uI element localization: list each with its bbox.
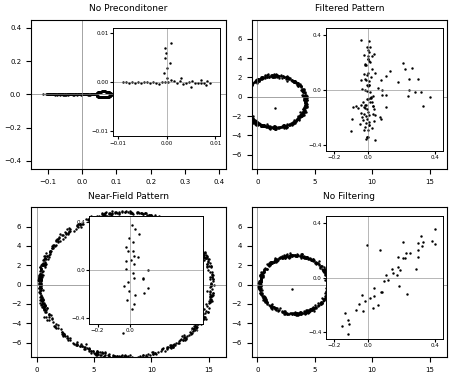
Title: No Preconditoner: No Preconditoner: [89, 4, 168, 13]
Title: No Filtering: No Filtering: [323, 192, 375, 201]
Title: Filtered Pattern: Filtered Pattern: [314, 4, 384, 13]
Title: Near-Field Pattern: Near-Field Pattern: [88, 192, 169, 201]
